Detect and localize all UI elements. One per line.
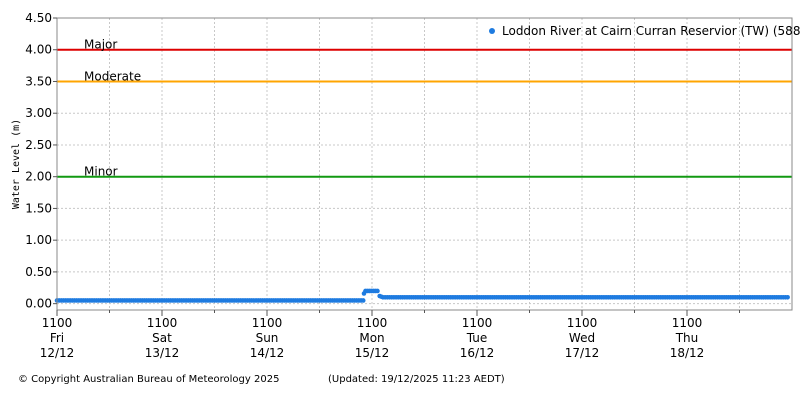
data-point (375, 288, 380, 294)
y-tick-label: 1.00 (25, 233, 52, 247)
x-tick-time: 1100 (567, 316, 598, 330)
x-tick-day: Thu (675, 331, 699, 345)
copyright-text: © Copyright Australian Bureau of Meteoro… (18, 374, 280, 385)
y-tick-label: 1.50 (25, 201, 52, 215)
y-tick-label: 4.50 (25, 11, 52, 25)
y-tick-label: 0.50 (25, 265, 52, 279)
x-tick-day: Tue (466, 331, 488, 345)
updated-text: (Updated: 19/12/2025 11:23 AEDT) (328, 374, 505, 385)
y-tick-label: 3.00 (25, 106, 52, 120)
y-tick-label: 2.50 (25, 138, 52, 152)
x-tick-day: Mon (359, 331, 384, 345)
x-tick-time: 1100 (147, 316, 178, 330)
x-tick-date: 12/12 (40, 346, 75, 360)
series-points (54, 288, 790, 303)
x-tick-date: 15/12 (355, 346, 390, 360)
x-tick-time: 1100 (672, 316, 703, 330)
legend-marker (489, 28, 495, 34)
y-tick-label: 4.00 (25, 43, 52, 57)
x-tick-time: 1100 (357, 316, 388, 330)
x-tick-date: 14/12 (250, 346, 285, 360)
x-axis: 1100Fri12/121100Sat13/121100Sun14/121100… (40, 310, 740, 360)
threshold-label-moderate: Moderate (84, 69, 141, 83)
legend-label: Loddon River at Cairn Curran Reservior (… (502, 24, 800, 38)
data-point (360, 298, 366, 303)
threshold-label-major: Major (84, 38, 117, 52)
x-tick-day: Wed (569, 331, 595, 345)
y-tick-label: 3.50 (25, 74, 52, 88)
x-tick-day: Fri (50, 331, 64, 345)
x-tick-time: 1100 (42, 316, 73, 330)
x-tick-time: 1100 (252, 316, 283, 330)
y-tick-label: 2.00 (25, 170, 52, 184)
x-tick-day: Sun (256, 331, 279, 345)
x-tick-time: 1100 (462, 316, 493, 330)
data-point (785, 295, 790, 300)
x-tick-date: 16/12 (460, 346, 495, 360)
y-axis-label: Water Level (m) (11, 119, 22, 209)
y-tick-label: 0.00 (25, 297, 52, 311)
x-tick-day: Sat (152, 331, 172, 345)
threshold-label-minor: Minor (84, 165, 118, 179)
x-tick-date: 13/12 (145, 346, 180, 360)
threshold-lines: Major Moderate Minor (57, 38, 792, 179)
x-tick-date: 18/12 (670, 346, 705, 360)
y-axis: 0.00 0.50 1.00 1.50 2.00 2.50 3.00 3.50 4.00 4.50 (25, 11, 57, 311)
legend: Loddon River at Cairn Curran Reservior (… (489, 24, 800, 38)
x-tick-date: 17/12 (565, 346, 600, 360)
